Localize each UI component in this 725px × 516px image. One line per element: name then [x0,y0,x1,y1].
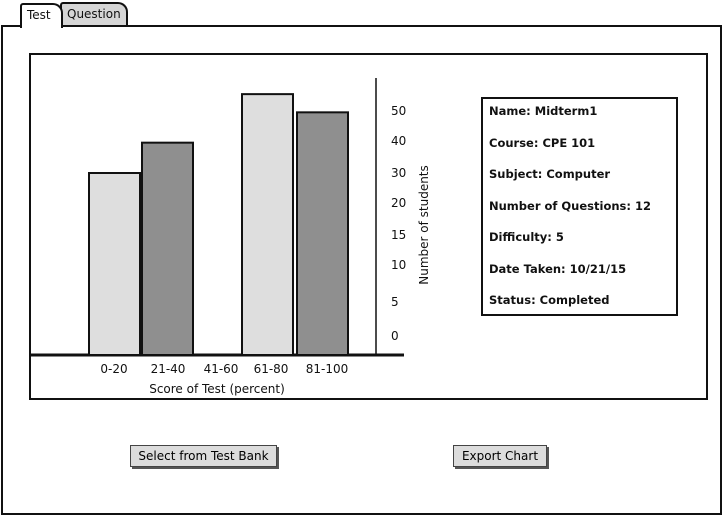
x-tick-label: 61-80 [254,362,289,376]
x-tick-label: 0-20 [100,362,127,376]
x-tick-label: 21-40 [151,362,186,376]
bar-61-80 [241,93,294,357]
y-tick-label: 50 [391,104,406,118]
y-tick-label: 15 [391,228,406,242]
x-tick-label: 81-100 [306,362,349,376]
tab-question-label: Question [67,7,121,21]
bar-21-40 [141,141,194,356]
y-tick-label: 30 [391,166,406,180]
x-tick-label: 41-60 [204,362,239,376]
x-axis-label: Score of Test (percent) [149,382,285,396]
chart-frame: 0-20 21-40 41-60 61-80 81-100 Score of Test (… [29,53,708,400]
y-tick-label: 40 [391,134,406,148]
y-tick-label: 20 [391,196,406,210]
y-tick-label: 10 [391,258,406,272]
select-from-test-bank-button[interactable]: Select from Test Bank [130,445,277,467]
y-tick-label: 0 [391,329,399,343]
test-panel: 0-20 21-40 41-60 61-80 81-100 Score of Test (… [1,25,722,515]
info-date-taken: Date Taken: 10/21/15 [489,261,627,276]
tab-test-label: Test [27,8,51,22]
info-num-questions: Number of Questions: 12 [489,198,651,213]
y-axis-label: Number of students [417,165,431,285]
tab-test[interactable]: Test [20,3,63,28]
tab-bar: Question Test [0,0,725,28]
export-chart-button[interactable]: Export Chart [453,445,547,467]
bar-81-100 [296,111,349,357]
score-histogram: 0-20 21-40 41-60 61-80 81-100 Score of Test (… [31,78,431,396]
info-status: Status: Completed [489,293,610,307]
test-info-box: Name: Midterm1 Course: CPE 101 Subject: … [481,97,678,316]
info-subject: Subject: Computer [489,167,611,181]
info-name: Name: Midterm1 [489,104,598,118]
y-tick-label: 5 [391,295,399,309]
info-difficulty: Difficulty: 5 [489,230,564,244]
bar-0-20 [88,172,141,356]
info-course: Course: CPE 101 [489,135,596,150]
tab-question[interactable]: Question [60,2,128,26]
